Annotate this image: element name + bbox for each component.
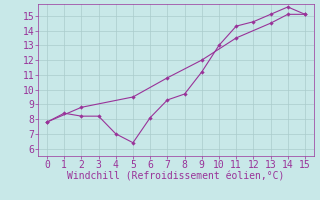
X-axis label: Windchill (Refroidissement éolien,°C): Windchill (Refroidissement éolien,°C) [67, 172, 285, 182]
